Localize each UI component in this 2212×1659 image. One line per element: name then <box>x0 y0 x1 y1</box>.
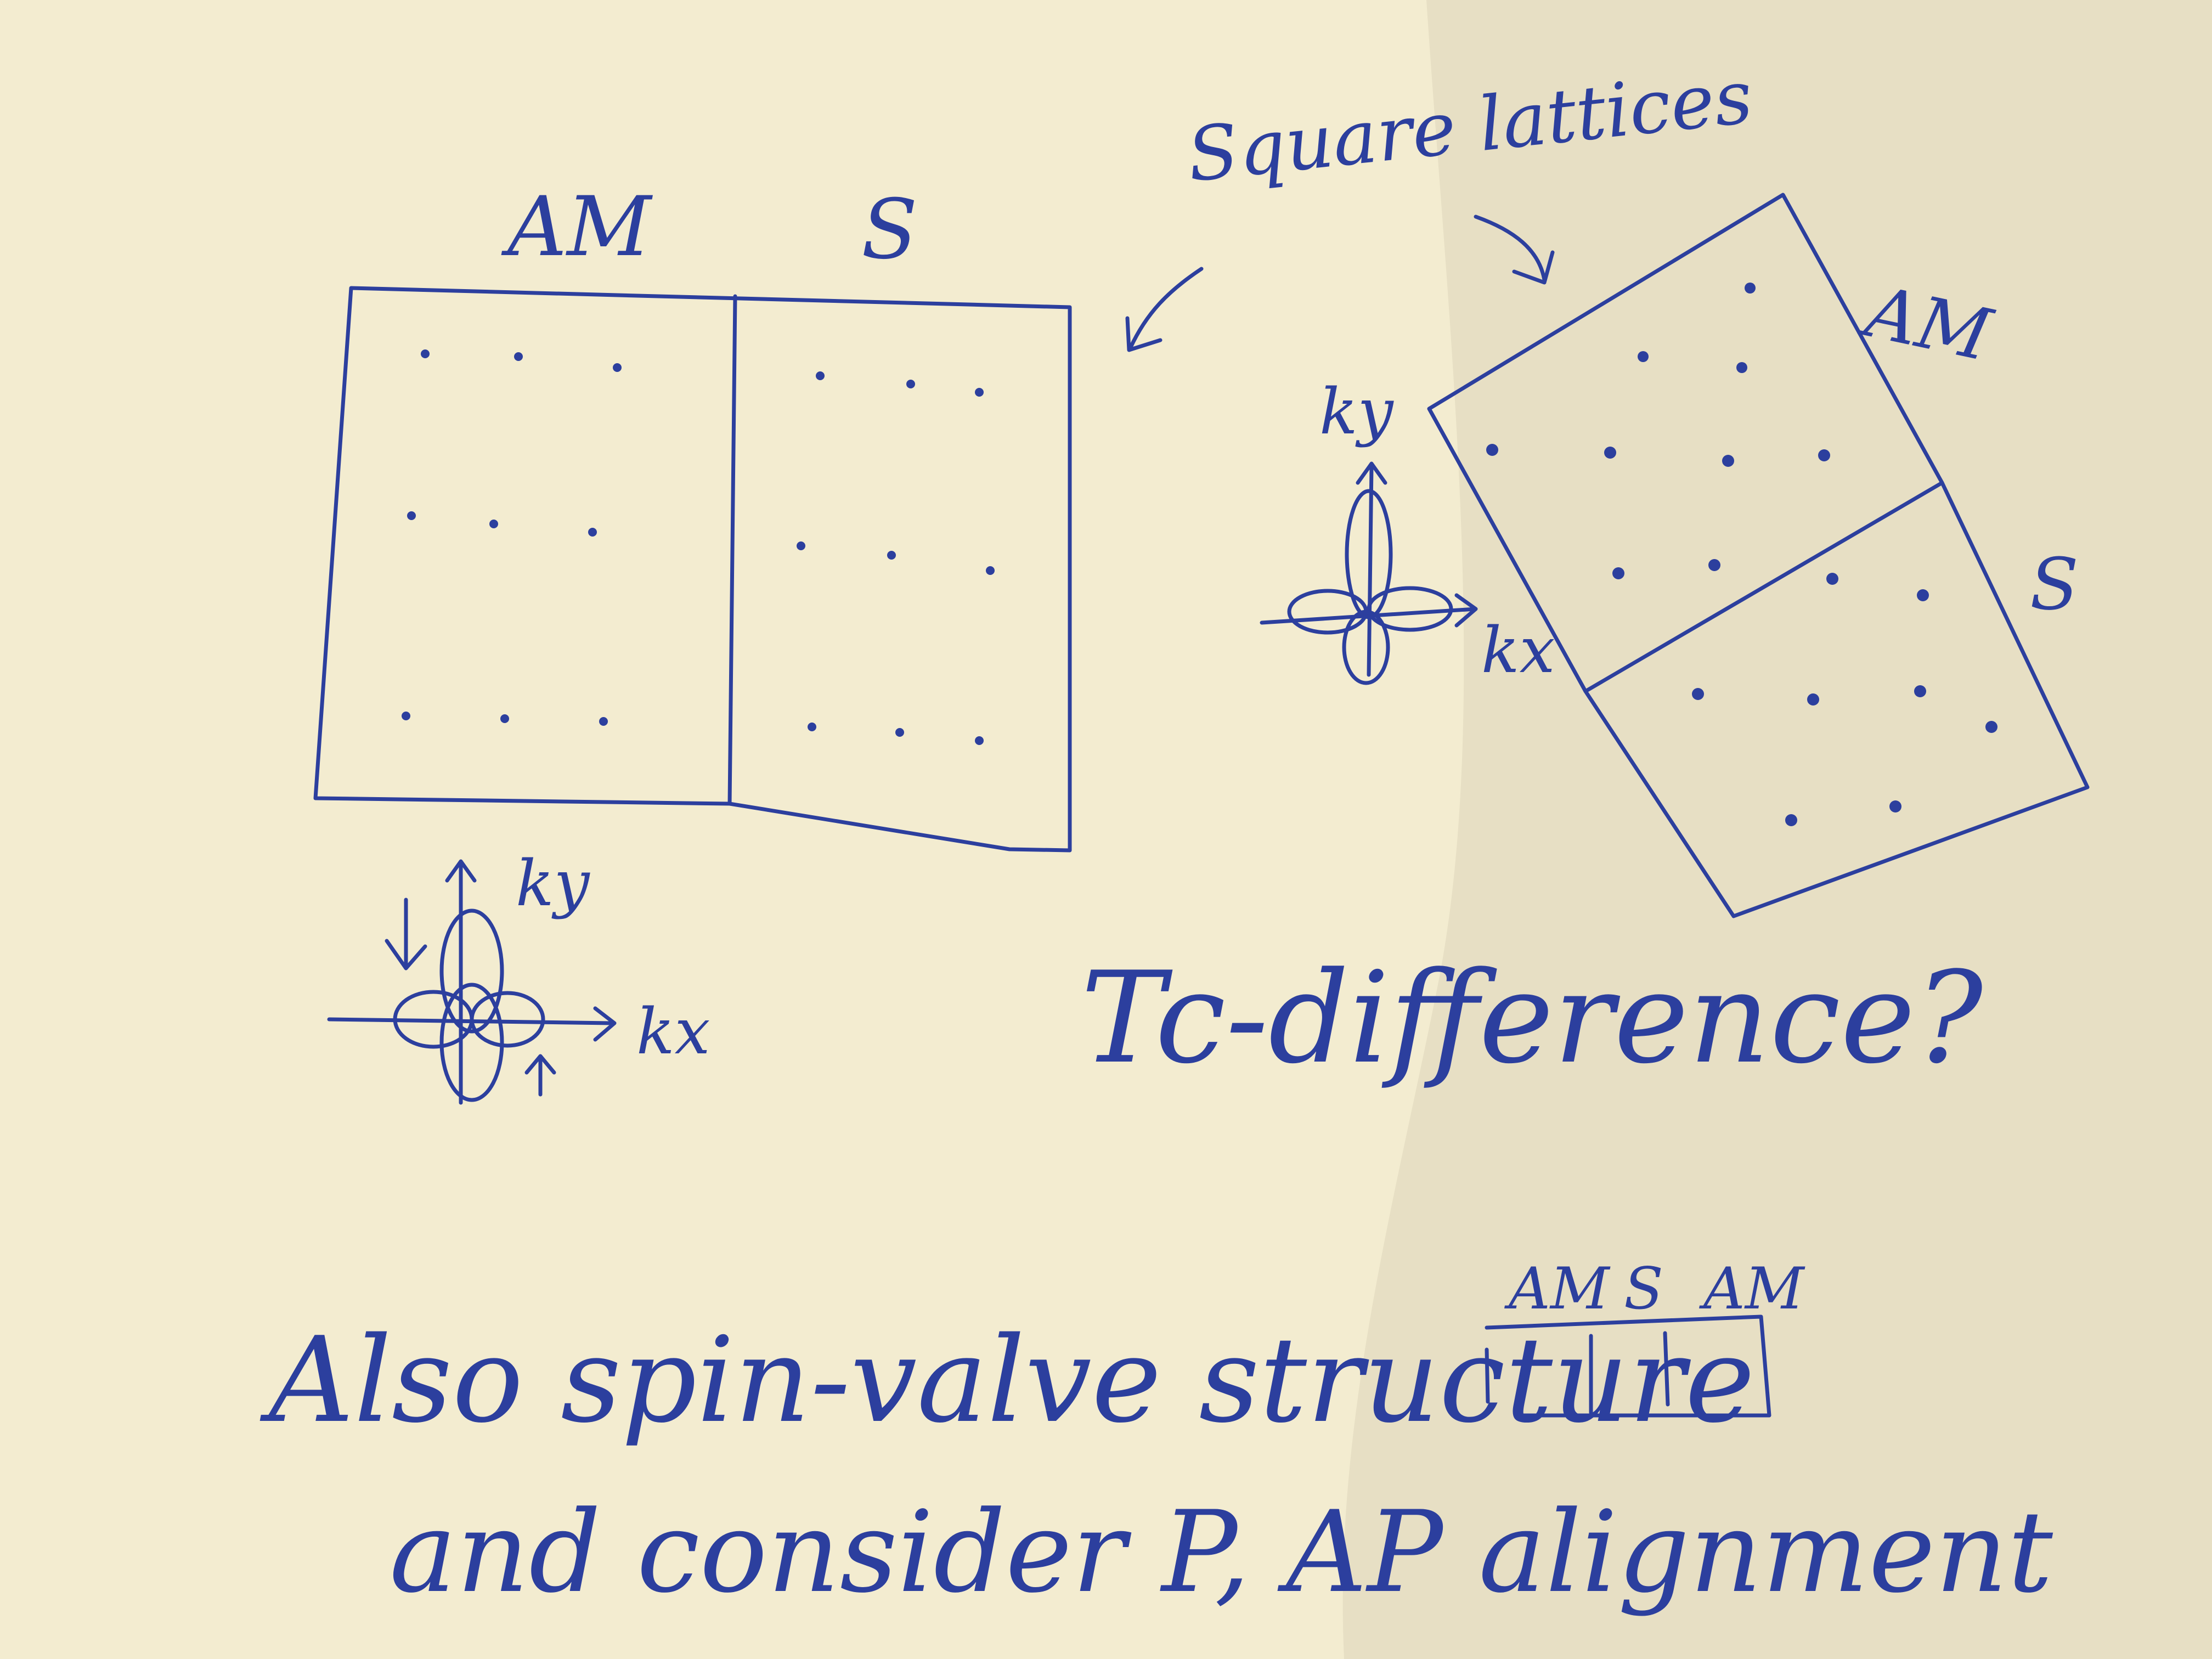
left-label-am: AM <box>501 179 653 275</box>
right-am-dots <box>1486 283 1830 579</box>
spin-valve-label-am-left: AM <box>1504 1255 1611 1322</box>
left-am-dots <box>402 349 622 726</box>
right-s-dots <box>1692 573 1997 826</box>
left-label-s: S <box>861 182 918 278</box>
pointer-arrow-right-icon <box>1474 215 1555 285</box>
right-k-diagram: ky kx <box>1260 375 1555 687</box>
left-s-dots <box>797 371 995 745</box>
right-label-s: S <box>2030 543 2079 626</box>
left-lobe-top <box>439 909 504 1034</box>
spin-valve-label-s: S <box>1624 1255 1663 1322</box>
spin-valve-divider-2 <box>1663 1331 1670 1407</box>
spin-valve-left-edge <box>1485 1347 1490 1404</box>
spin-down-arrow-icon <box>385 898 427 970</box>
spin-valve-label-am-right: AM <box>1699 1255 1805 1322</box>
left-lobe-bottom <box>439 983 504 1102</box>
right-ky-axis <box>1356 461 1387 677</box>
pointer-arrow-left-icon <box>1125 267 1204 352</box>
tc-difference-question: Tc-difference? <box>1081 945 1984 1092</box>
right-lobe-right <box>1367 586 1453 632</box>
right-ky-label: ky <box>1319 375 1395 449</box>
right-lobe-left <box>1287 589 1368 635</box>
left-lobe-right <box>470 991 545 1048</box>
left-kx-label: kx <box>636 995 710 1069</box>
note-line-2: and consider P, AP alignment <box>390 1487 2053 1618</box>
spin-up-arrow-icon <box>524 1054 556 1097</box>
left-ky-axis <box>445 859 477 1105</box>
note-line-1: Also spin-valve structure <box>259 1311 1755 1449</box>
spin-valve-box <box>1485 1314 1771 1418</box>
left-lattice-outline <box>313 286 1072 853</box>
left-k-diagram: ky kx <box>327 847 710 1105</box>
right-lobe-top <box>1345 489 1393 619</box>
left-lattice-divider <box>727 294 737 806</box>
right-lattice-divider <box>1583 481 1944 693</box>
spin-valve-sketch: AM S AM <box>1485 1255 1805 1418</box>
left-ky-label: ky <box>516 847 591 921</box>
right-kx-label: kx <box>1481 614 1555 687</box>
left-lattice: AM S <box>313 179 1072 853</box>
paper-shadow <box>1342 0 2212 1659</box>
